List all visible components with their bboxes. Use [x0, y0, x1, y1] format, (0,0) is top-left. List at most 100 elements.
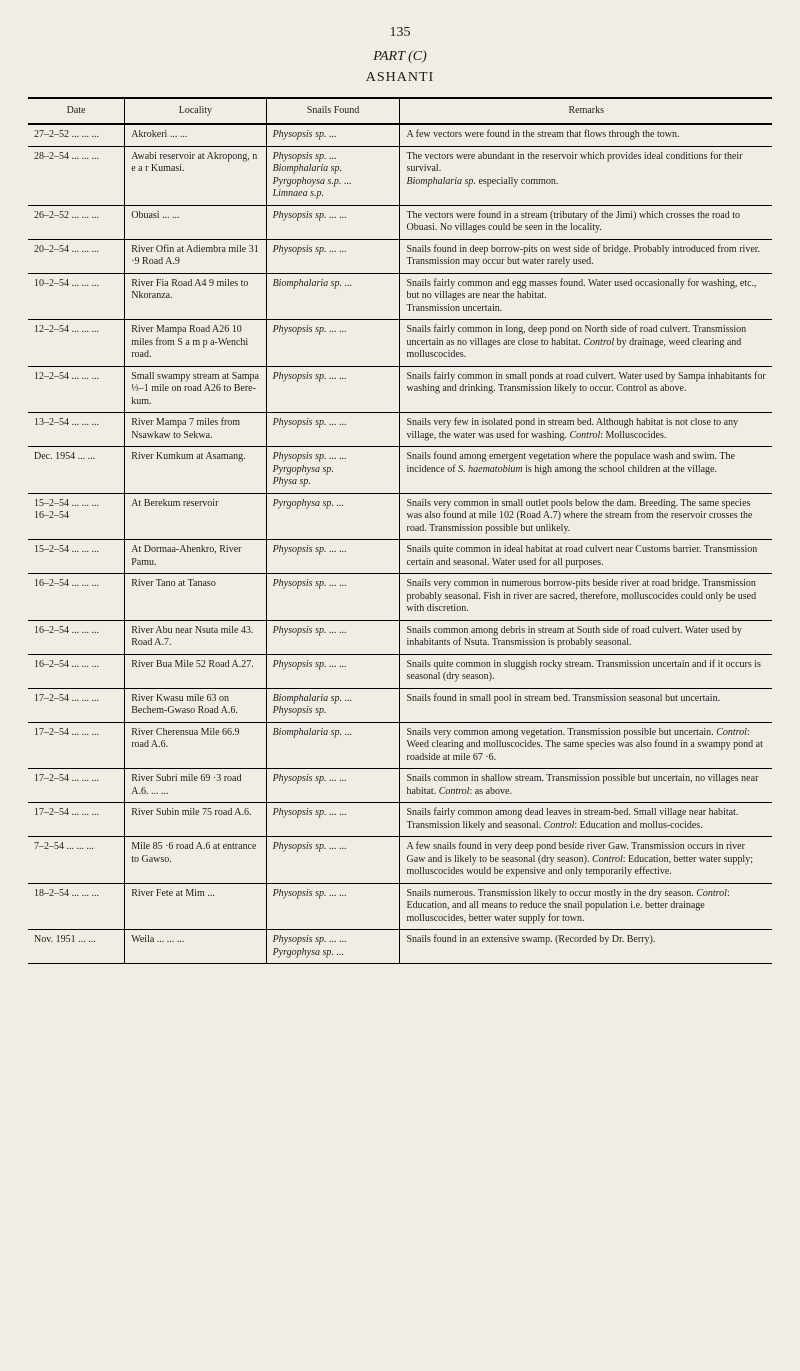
cell-remarks: Snails found among emergent vegetation w… — [400, 447, 772, 494]
cell-date: 18–2–54 ... ... ... — [28, 883, 125, 930]
cell-locality: River Fete at Mim ... — [125, 883, 266, 930]
cell-date: Nov. 1951 ... ... — [28, 930, 125, 964]
cell-snails: Biomphalaria sp. ... — [266, 722, 400, 769]
cell-locality: Akrokeri ... ... — [125, 124, 266, 146]
page-number: 135 — [28, 24, 772, 42]
cell-date: 15–2–54 ... ... ... — [28, 540, 125, 574]
cell-remarks: Snails quite common in sluggish rocky st… — [400, 654, 772, 688]
table-row: 7–2–54 ... ... ...Mile 85 ·6 road A.6 at… — [28, 837, 772, 884]
cell-snails: Physopsis sp. ...Biomphalaria sp.Pyrgoph… — [266, 146, 400, 205]
table-row: 17–2–54 ... ... ...River Kwasu mile 63 o… — [28, 688, 772, 722]
cell-date: 26–2–52 ... ... ... — [28, 205, 125, 239]
cell-remarks: Snails very common in small outlet pools… — [400, 493, 772, 540]
table-row: 20–2–54 ... ... ...River Ofin at Adiembr… — [28, 239, 772, 273]
table-row: 17–2–54 ... ... ...River Subin mile 75 r… — [28, 803, 772, 837]
cell-snails: Physopsis sp. ... ... — [266, 803, 400, 837]
cell-snails: Physopsis sp. ... ... — [266, 574, 400, 621]
table-row: 26–2–52 ... ... ...Obuasi ... ...Physops… — [28, 205, 772, 239]
table-row: 16–2–54 ... ... ...River Abu near Nsuta … — [28, 620, 772, 654]
cell-date: 17–2–54 ... ... ... — [28, 722, 125, 769]
cell-snails: Biomphalaria sp. ... — [266, 273, 400, 320]
table-row: 13–2–54 ... ... ...River Mampa 7 miles f… — [28, 413, 772, 447]
cell-snails: Physopsis sp. ... ... — [266, 205, 400, 239]
cell-remarks: Snails very common in numerous borrow-pi… — [400, 574, 772, 621]
table-row: 18–2–54 ... ... ...River Fete at Mim ...… — [28, 883, 772, 930]
cell-locality: River Fia Road A4 9 miles to Nkoranza. — [125, 273, 266, 320]
cell-date: 15–2–54 ... ... ... 16–2–54 — [28, 493, 125, 540]
cell-snails: Physopsis sp. ... ... — [266, 413, 400, 447]
header-snails: Snails Found — [266, 98, 400, 125]
cell-snails: Physopsis sp. ... ... — [266, 239, 400, 273]
table-row: 16–2–54 ... ... ...River Tano at TanasoP… — [28, 574, 772, 621]
cell-remarks: A few vectors were found in the stream t… — [400, 124, 772, 146]
table-row: 17–2–54 ... ... ...River Subri mile 69 ·… — [28, 769, 772, 803]
table-row: 15–2–54 ... ... ... 16–2–54At Berekum re… — [28, 493, 772, 540]
cell-locality: River Cherensua Mile 66.9 road A.6. — [125, 722, 266, 769]
cell-date: 12–2–54 ... ... ... — [28, 320, 125, 367]
cell-locality: At Dormaa-Ahenkro, River Pamu. — [125, 540, 266, 574]
cell-locality: River Subri mile 69 ·3 road A.6. ... ... — [125, 769, 266, 803]
cell-remarks: The vectors were abundant in the reservo… — [400, 146, 772, 205]
cell-locality: Mile 85 ·6 road A.6 at entrance to Gawso… — [125, 837, 266, 884]
table-row: 10–2–54 ... ... ...River Fia Road A4 9 m… — [28, 273, 772, 320]
table-row: Dec. 1954 ... ...River Kumkum at Asamang… — [28, 447, 772, 494]
table-row: 27–2–52 ... ... ...Akrokeri ... ...Physo… — [28, 124, 772, 146]
cell-remarks: The vectors were found in a stream (trib… — [400, 205, 772, 239]
cell-date: 17–2–54 ... ... ... — [28, 803, 125, 837]
cell-date: 28–2–54 ... ... ... — [28, 146, 125, 205]
table-row: 28–2–54 ... ... ...Awabi reservoir at Ak… — [28, 146, 772, 205]
cell-snails: Pyrgophysa sp. ... — [266, 493, 400, 540]
cell-snails: Physopsis sp. ... ... — [266, 837, 400, 884]
cell-locality: River Subin mile 75 road A.6. — [125, 803, 266, 837]
cell-date: 10–2–54 ... ... ... — [28, 273, 125, 320]
cell-snails: Physopsis sp. ... ... — [266, 620, 400, 654]
cell-remarks: Snails found in deep borrow-pits on west… — [400, 239, 772, 273]
cell-locality: River Kwasu mile 63 on Bechem-Gwaso Road… — [125, 688, 266, 722]
cell-remarks: Snails fairly common and egg masses foun… — [400, 273, 772, 320]
cell-date: 17–2–54 ... ... ... — [28, 688, 125, 722]
cell-locality: River Abu near Nsuta mile 43. Road A.7. — [125, 620, 266, 654]
cell-snails: Physopsis sp. ... ... — [266, 883, 400, 930]
cell-date: 16–2–54 ... ... ... — [28, 574, 125, 621]
cell-remarks: Snails fairly common in small ponds at r… — [400, 366, 772, 413]
cell-snails: Biomphalaria sp. ...Physopsis sp. — [266, 688, 400, 722]
cell-date: 17–2–54 ... ... ... — [28, 769, 125, 803]
ashanti-table: Date Locality Snails Found Remarks 27–2–… — [28, 97, 772, 965]
cell-remarks: Snails found in an extensive swamp. (Rec… — [400, 930, 772, 964]
cell-locality: At Berekum reservoir — [125, 493, 266, 540]
cell-remarks: Snails fairly common in long, deep pond … — [400, 320, 772, 367]
cell-locality: River Mampa 7 miles from Nsawkaw to Sekw… — [125, 413, 266, 447]
cell-remarks: Snails very common among vegetation. Tra… — [400, 722, 772, 769]
section-title: ASHANTI — [28, 69, 772, 87]
cell-snails: Physopsis sp. ... — [266, 124, 400, 146]
table-row: 12–2–54 ... ... ...River Mampa Road A26 … — [28, 320, 772, 367]
cell-date: 7–2–54 ... ... ... — [28, 837, 125, 884]
part-title: PART (C) — [28, 48, 772, 66]
cell-locality: River Ofin at Adiembra mile 31 ·9 Road A… — [125, 239, 266, 273]
table-row: Nov. 1951 ... ...Weila ... ... ...Physop… — [28, 930, 772, 964]
table-row: 15–2–54 ... ... ...At Dormaa-Ahenkro, Ri… — [28, 540, 772, 574]
cell-date: 16–2–54 ... ... ... — [28, 654, 125, 688]
table-row: 16–2–54 ... ... ...River Bua Mile 52 Roa… — [28, 654, 772, 688]
header-date: Date — [28, 98, 125, 125]
cell-remarks: Snails fairly common among dead leaves i… — [400, 803, 772, 837]
cell-snails: Physopsis sp. ... ... — [266, 320, 400, 367]
cell-date: 12–2–54 ... ... ... — [28, 366, 125, 413]
cell-snails: Physopsis sp. ... ...Pyrgophysa sp.Physa… — [266, 447, 400, 494]
cell-snails: Physopsis sp. ... ...Pyrgophysa sp. ... — [266, 930, 400, 964]
cell-snails: Physopsis sp. ... ... — [266, 540, 400, 574]
cell-remarks: Snails common among debris in stream at … — [400, 620, 772, 654]
cell-snails: Physopsis sp. ... ... — [266, 366, 400, 413]
table-row: 12–2–54 ... ... ...Small swampy stream a… — [28, 366, 772, 413]
cell-remarks: Snails common in shallow stream. Transmi… — [400, 769, 772, 803]
cell-remarks: Snails quite common in ideal habitat at … — [400, 540, 772, 574]
cell-date: 20–2–54 ... ... ... — [28, 239, 125, 273]
header-remarks: Remarks — [400, 98, 772, 125]
cell-locality: Awabi reservoir at Akropong, n e a r Kum… — [125, 146, 266, 205]
cell-remarks: Snails numerous. Transmission likely to … — [400, 883, 772, 930]
cell-remarks: Snails very few in isolated pond in stre… — [400, 413, 772, 447]
table-header-row: Date Locality Snails Found Remarks — [28, 98, 772, 125]
cell-locality: River Kumkum at Asamang. — [125, 447, 266, 494]
header-locality: Locality — [125, 98, 266, 125]
cell-remarks: Snails found in small pool in stream bed… — [400, 688, 772, 722]
